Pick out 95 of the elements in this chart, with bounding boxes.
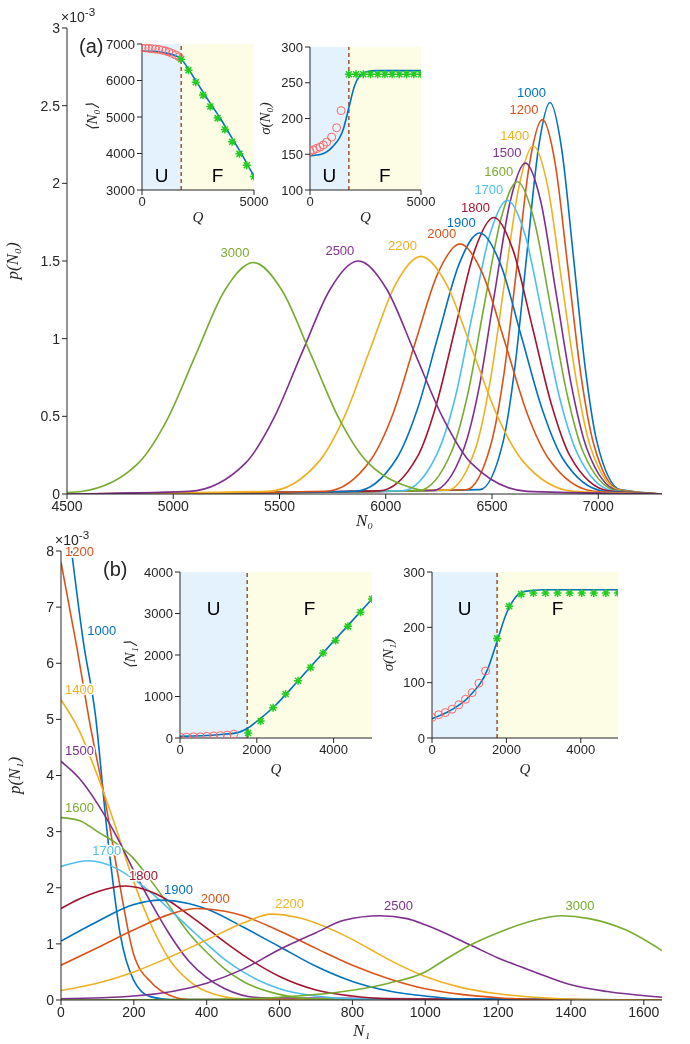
y-tick-label: 0: [417, 730, 425, 746]
y-tick-label: 0: [46, 991, 55, 1008]
y-axis-title: σ(N₁): [380, 638, 398, 672]
x-axis-title: Q: [360, 209, 372, 225]
series-label: 3000: [565, 897, 595, 913]
y-tick-label: 1: [52, 330, 61, 347]
series-label: 1000: [87, 622, 117, 638]
x-tick-label: 2000: [242, 742, 272, 758]
series-label: 1700: [474, 182, 504, 198]
y-tick-label: 3000: [144, 606, 173, 622]
x-axis-title: Q: [519, 761, 531, 777]
annotation: (b): [103, 558, 128, 580]
x-tick-label: 7000: [582, 497, 615, 514]
y-tick-label: 0: [52, 485, 61, 502]
y-tick-label: 3: [52, 19, 61, 36]
series-label: 1900: [164, 882, 193, 898]
y-tick-label: 7000: [106, 36, 135, 52]
band-label: U: [154, 165, 169, 186]
y-axis-title: ⟨N₀⟩: [84, 103, 101, 131]
y-tick-label: 100: [281, 182, 303, 198]
series-label: 2000: [200, 890, 230, 906]
y-tick-label: 200: [403, 619, 425, 635]
band-label: F: [211, 165, 224, 186]
x-tick-label: 600: [267, 1003, 292, 1020]
y-tick-label: 150: [281, 146, 303, 162]
x-tick-label: 1200: [482, 1003, 514, 1020]
y-tick-label: 4: [46, 767, 55, 784]
x-tick-label: 4000: [566, 742, 596, 758]
annotation: (a): [79, 35, 104, 57]
y-axis-title: σ(N₀): [257, 102, 275, 135]
y-axis-title: p(N₀): [3, 242, 23, 281]
x-tick-label: 5000: [239, 194, 269, 210]
y-tick-label: 300: [403, 564, 425, 580]
band-label: U: [457, 598, 472, 620]
y-tick-label: 4000: [144, 564, 173, 580]
y-tick-label: 1000: [144, 689, 173, 705]
y-tick-label: 2.5: [40, 97, 61, 114]
y-tick-label: 5000: [106, 109, 135, 125]
y-tick-label: 1: [46, 935, 55, 952]
y-tick-label: 2000: [144, 647, 173, 663]
x-tick-label: 1400: [555, 1003, 587, 1020]
x-axis-title: N₀: [354, 511, 374, 530]
x-tick-label: 5500: [263, 497, 296, 514]
y-tick-label: 0: [165, 730, 173, 746]
y-tick-label: 3: [46, 823, 55, 840]
series-label: 1800: [460, 199, 490, 215]
x-tick-label: 400: [195, 1003, 219, 1020]
x-tick-label: 0: [428, 742, 436, 758]
y-tick-label: 250: [281, 75, 303, 91]
y-tick-label: 2: [52, 175, 61, 192]
y-tick-label: 6000: [106, 73, 135, 89]
x-tick-label: 2000: [491, 742, 521, 758]
series-label: 2500: [325, 243, 355, 258]
series-label: 1600: [484, 163, 514, 179]
x-tick-label: 200: [122, 1003, 146, 1020]
y-tick-label: 100: [403, 675, 425, 691]
series-label: 2200: [275, 896, 305, 912]
y-axis-title: ⟨N₁⟩: [122, 641, 139, 669]
band-label: F: [551, 598, 564, 620]
x-tick-label: 1600: [628, 1003, 660, 1020]
series-label: 3000: [220, 244, 250, 260]
series-label: 1400: [500, 128, 530, 144]
y-tick-label: 300: [281, 39, 303, 55]
series-label: 1500: [492, 145, 522, 161]
band-label: F: [379, 165, 391, 186]
series-label: 1200: [509, 101, 539, 117]
y-tick-label: 3000: [106, 182, 135, 198]
x-tick-label: 0: [306, 194, 314, 210]
band-label: F: [303, 598, 316, 620]
x-tick-label: 4000: [319, 742, 349, 758]
y-axis-title: p(N₁): [5, 756, 25, 796]
series-label: 2200: [388, 238, 418, 254]
series-label: 1600: [65, 799, 94, 815]
x-tick-label: 0: [176, 742, 184, 758]
y-tick-label: 1.5: [40, 252, 61, 269]
band-label: U: [322, 165, 337, 186]
x-axis-title: Q: [192, 209, 204, 225]
y-tick-label: 0.5: [40, 408, 61, 425]
series-label: 1000: [517, 84, 547, 100]
y-tick-label: 5: [46, 711, 55, 728]
text: ×10$^{-3}$: [61, 5, 96, 25]
series-label: 2500: [384, 897, 413, 913]
x-tick-label: 800: [340, 1003, 365, 1020]
y-tick-label: 2: [46, 879, 55, 896]
band-label: U: [206, 598, 221, 620]
x-axis-title: Q: [270, 761, 282, 777]
y-tick-label: 8: [46, 542, 55, 559]
y-tick-label: 7: [46, 599, 55, 616]
y-tick-label: 200: [281, 111, 303, 127]
x-axis-title: N₁: [351, 1021, 371, 1040]
x-tick-label: 5000: [157, 497, 190, 514]
x-tick-label: 6000: [370, 497, 402, 514]
y-tick-label: 4000: [106, 146, 135, 162]
x-tick-label: 6500: [476, 497, 508, 514]
y-tick-label: 6: [46, 655, 55, 672]
